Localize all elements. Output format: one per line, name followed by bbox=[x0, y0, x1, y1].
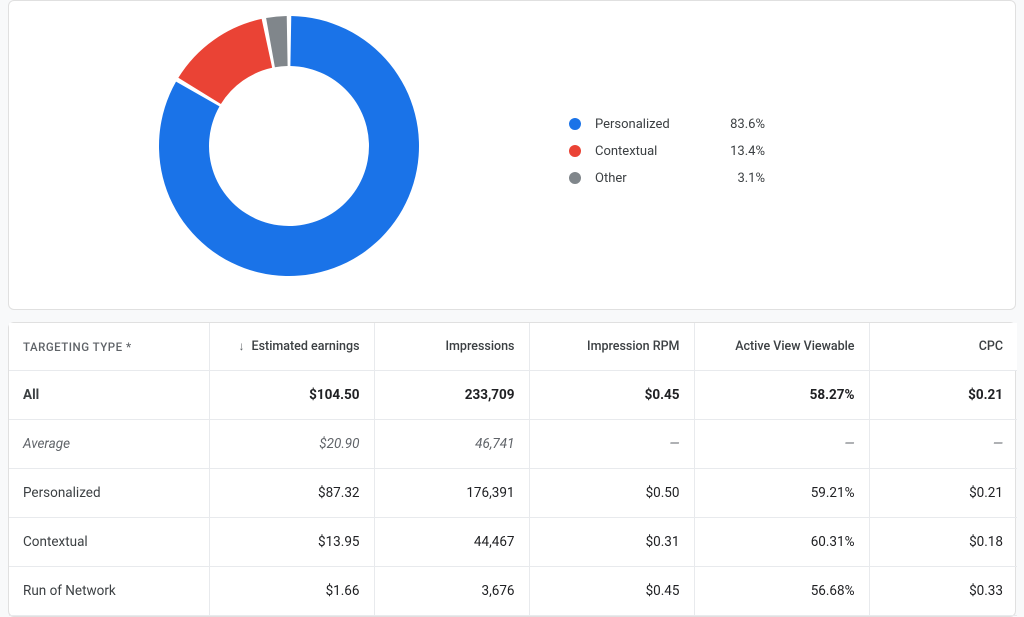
legend-swatch-icon bbox=[569, 172, 581, 184]
table-cell: Contextual bbox=[9, 518, 209, 567]
legend-item[interactable]: Contextual13.4% bbox=[569, 138, 1015, 165]
col-header-estimated-earnings[interactable]: ↓ Estimated earnings bbox=[209, 323, 374, 371]
col-header-label: Estimated earnings bbox=[252, 339, 360, 354]
col-header-label: Active View Viewable bbox=[735, 339, 854, 354]
table-cell: $20.90 bbox=[209, 420, 374, 469]
table-cell: $0.45 bbox=[529, 371, 694, 420]
table-cell: Average bbox=[9, 420, 209, 469]
table-cell: $0.18 bbox=[869, 518, 1017, 567]
table-cell: 176,391 bbox=[374, 469, 529, 518]
col-header-impression-rpm[interactable]: Impression RPM bbox=[529, 323, 694, 371]
col-header-active-view-viewable[interactable]: Active View Viewable bbox=[694, 323, 869, 371]
table-cell: $0.21 bbox=[869, 469, 1017, 518]
table-cell: 44,467 bbox=[374, 518, 529, 567]
chart-wrap: Personalized83.6%Contextual13.4%Other3.1… bbox=[9, 6, 1015, 286]
table-row[interactable]: Contextual$13.9544,467$0.3160.31%$0.18 bbox=[9, 518, 1017, 567]
legend-label: Contextual bbox=[595, 144, 705, 159]
table-cell: 58.27% bbox=[694, 371, 869, 420]
legend-item[interactable]: Personalized83.6% bbox=[569, 111, 1015, 138]
col-header-cpc[interactable]: CPC bbox=[869, 323, 1017, 371]
col-header-label: TARGETING TYPE * bbox=[23, 340, 132, 354]
data-table: TARGETING TYPE * ↓ Estimated earnings Im… bbox=[9, 323, 1017, 616]
legend-label: Other bbox=[595, 171, 705, 186]
legend-swatch-icon bbox=[569, 118, 581, 130]
col-header-targeting-type[interactable]: TARGETING TYPE * bbox=[9, 323, 209, 371]
table-cell: 233,709 bbox=[374, 371, 529, 420]
legend-label: Personalized bbox=[595, 117, 705, 132]
table-cell: — bbox=[869, 420, 1017, 469]
chart-panel: Personalized83.6%Contextual13.4%Other3.1… bbox=[8, 0, 1016, 310]
table-header-row: TARGETING TYPE * ↓ Estimated earnings Im… bbox=[9, 323, 1017, 371]
table-cell: $0.21 bbox=[869, 371, 1017, 420]
col-header-label: CPC bbox=[979, 339, 1003, 354]
legend-swatch-icon bbox=[569, 145, 581, 157]
table-cell: $13.95 bbox=[209, 518, 374, 567]
table-row[interactable]: Average$20.9046,741——— bbox=[9, 420, 1017, 469]
table-cell: Run of Network bbox=[9, 567, 209, 616]
table-cell: $1.66 bbox=[209, 567, 374, 616]
table-cell: 59.21% bbox=[694, 469, 869, 518]
table-row[interactable]: Personalized$87.32176,391$0.5059.21%$0.2… bbox=[9, 469, 1017, 518]
table-cell: 60.31% bbox=[694, 518, 869, 567]
table-cell: $87.32 bbox=[209, 469, 374, 518]
table-cell: $104.50 bbox=[209, 371, 374, 420]
data-table-panel: TARGETING TYPE * ↓ Estimated earnings Im… bbox=[8, 322, 1016, 617]
sort-descending-icon: ↓ bbox=[238, 339, 244, 353]
table-cell: 46,741 bbox=[374, 420, 529, 469]
table-cell: — bbox=[694, 420, 869, 469]
col-header-impressions[interactable]: Impressions bbox=[374, 323, 529, 371]
chart-legend: Personalized83.6%Contextual13.4%Other3.1… bbox=[569, 101, 1015, 192]
col-header-label: Impressions bbox=[446, 339, 515, 354]
table-cell: $0.45 bbox=[529, 567, 694, 616]
table-cell: 3,676 bbox=[374, 567, 529, 616]
donut-chart bbox=[9, 6, 569, 286]
col-header-label: Impression RPM bbox=[587, 339, 679, 354]
legend-value: 3.1% bbox=[705, 171, 765, 186]
table-cell: — bbox=[529, 420, 694, 469]
legend-item[interactable]: Other3.1% bbox=[569, 165, 1015, 192]
table-cell: Personalized bbox=[9, 469, 209, 518]
table-body: All$104.50233,709$0.4558.27%$0.21Average… bbox=[9, 371, 1017, 616]
table-cell: $0.33 bbox=[869, 567, 1017, 616]
legend-value: 13.4% bbox=[705, 144, 765, 159]
table-row[interactable]: All$104.50233,709$0.4558.27%$0.21 bbox=[9, 371, 1017, 420]
table-row[interactable]: Run of Network$1.663,676$0.4556.68%$0.33 bbox=[9, 567, 1017, 616]
table-cell: All bbox=[9, 371, 209, 420]
table-cell: $0.50 bbox=[529, 469, 694, 518]
table-cell: $0.31 bbox=[529, 518, 694, 567]
donut-svg bbox=[149, 6, 429, 286]
legend-value: 83.6% bbox=[705, 117, 765, 132]
table-cell: 56.68% bbox=[694, 567, 869, 616]
